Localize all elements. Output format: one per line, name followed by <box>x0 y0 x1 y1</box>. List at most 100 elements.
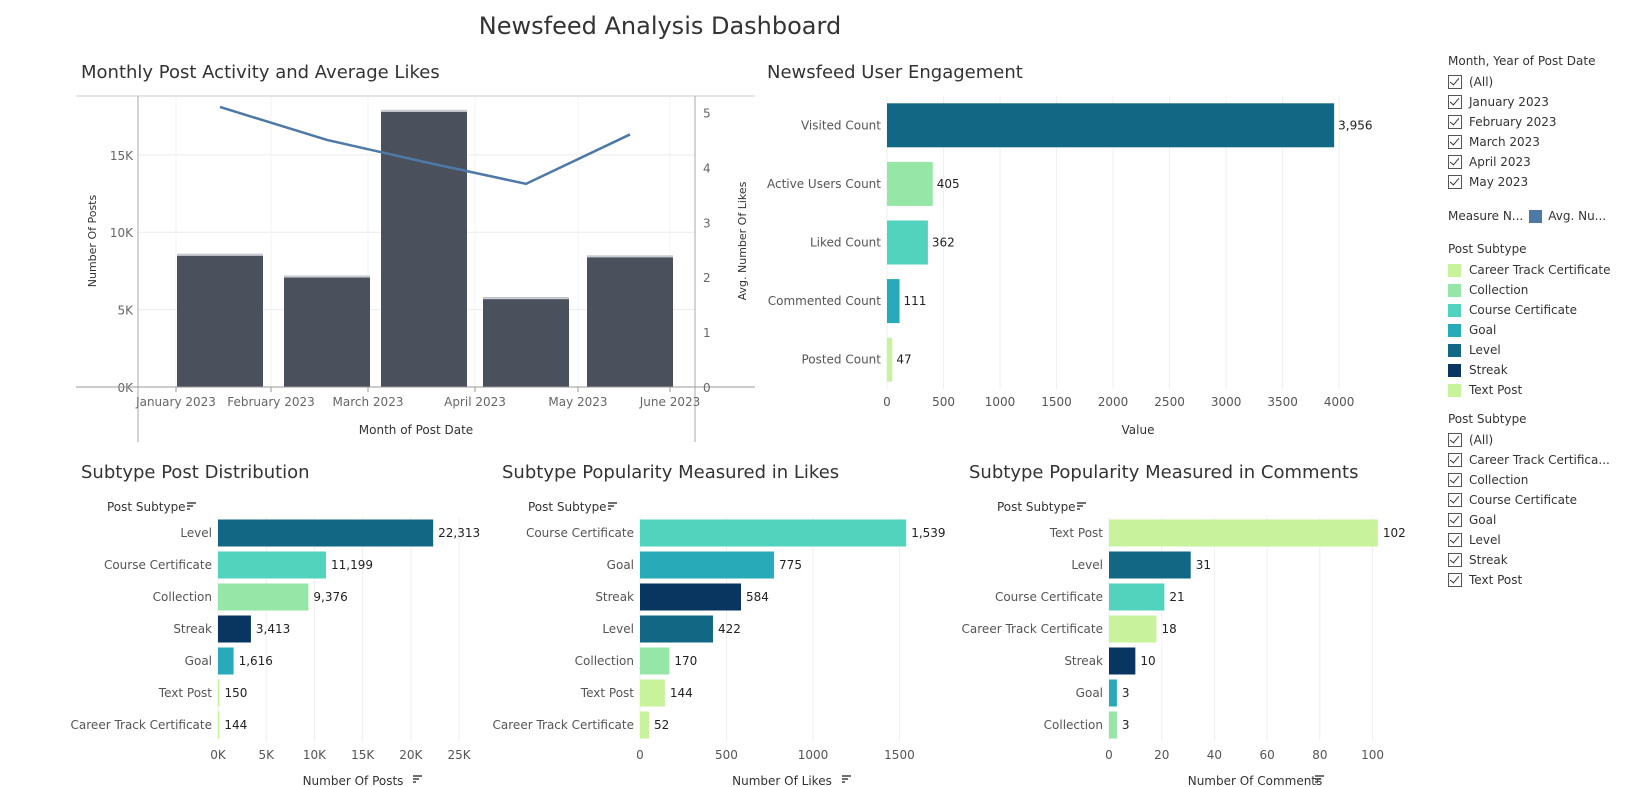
subtype-bar <box>1109 679 1117 707</box>
checkbox[interactable] <box>1448 553 1462 567</box>
monthly-x-tick: May 2023 <box>548 395 607 409</box>
subtype-x-axis-title: Number Of Likes <box>732 774 832 787</box>
monthly-y-tick: 0K <box>117 381 134 395</box>
month-filter-option-march-2023[interactable]: March 2023 <box>1448 132 1638 152</box>
measure-legend: Measure N... Avg. Nu... <box>1448 206 1638 226</box>
subtype-filter-option-text-post[interactable]: Text Post <box>1448 570 1638 590</box>
sidebar: Month, Year of Post Date (All) January 20… <box>1448 54 1638 600</box>
subtype-filter-option-label: Career Track Certifica... <box>1469 453 1610 467</box>
checkbox[interactable] <box>1448 533 1462 547</box>
measure-legend-item: Avg. Nu... <box>1548 209 1607 223</box>
subtype-x-tick: 5K <box>258 748 275 762</box>
legend-item-text-post: Text Post <box>1448 380 1638 400</box>
month-filter-option-february-2023[interactable]: February 2023 <box>1448 112 1638 132</box>
dashboard-title: Newsfeed Analysis Dashboard <box>478 12 842 40</box>
subtype-value-label: 584 <box>746 590 769 604</box>
legend-swatch <box>1448 303 1461 317</box>
checkbox[interactable] <box>1448 75 1462 89</box>
subtype-bar <box>640 583 742 611</box>
month-filter-option-january-2023[interactable]: January 2023 <box>1448 92 1638 112</box>
subtype-value-label: 3 <box>1122 718 1130 732</box>
subtype-category-label: Career Track Certificate <box>493 718 634 732</box>
engagement-value-label: 362 <box>932 236 955 250</box>
checkbox[interactable] <box>1448 115 1462 129</box>
checkbox[interactable] <box>1448 453 1462 467</box>
monthly-bar <box>381 109 467 388</box>
subtype-filter-option-course-certificate[interactable]: Course Certificate <box>1448 490 1638 510</box>
checkbox[interactable] <box>1448 135 1462 149</box>
month-filter-option-may-2023[interactable]: May 2023 <box>1448 172 1638 192</box>
monthly-x-tick: April 2023 <box>444 395 506 409</box>
subtype-category-label: Level <box>180 526 212 540</box>
monthly-y-tick: 10K <box>110 226 134 240</box>
subtype-bar <box>218 679 220 707</box>
subtype-filter-option-level[interactable]: Level <box>1448 530 1638 550</box>
measure-swatch <box>1529 209 1543 223</box>
engagement-value-label: 47 <box>896 353 911 367</box>
subtype-bar <box>218 647 234 675</box>
engagement-value-label: 3,956 <box>1338 118 1372 132</box>
checkbox[interactable] <box>1448 155 1462 169</box>
subtype-category-label: Level <box>602 622 634 636</box>
subtype-value-label: 9,376 <box>313 590 347 604</box>
monthly-y2-tick: 4 <box>703 161 711 175</box>
subtype-value-label: 22,313 <box>438 526 480 540</box>
subtype-filter-option-collection[interactable]: Collection <box>1448 470 1638 490</box>
checkbox[interactable] <box>1448 175 1462 189</box>
subtype-x-tick: 20K <box>399 748 423 762</box>
legend-item-label: Level <box>1469 343 1501 357</box>
subtype-bar <box>640 551 775 579</box>
legend-swatch <box>1448 283 1461 297</box>
subtype-bar <box>1109 551 1191 579</box>
subtype-value-label: 18 <box>1161 622 1176 636</box>
subtype-filter-option-all[interactable]: (All) <box>1448 430 1638 450</box>
checkbox[interactable] <box>1448 473 1462 487</box>
subtype-x-tick: 15K <box>351 748 375 762</box>
subtype-category-label: Text Post <box>1049 526 1103 540</box>
engagement-category-label: Liked Count <box>810 236 881 250</box>
subtype-filter-option-goal[interactable]: Goal <box>1448 510 1638 530</box>
legend-swatch <box>1448 363 1461 377</box>
engagement-x-tick: 1000 <box>985 395 1016 409</box>
subtype-filter-option-streak[interactable]: Streak <box>1448 550 1638 570</box>
subtype-category-label: Collection <box>575 654 634 668</box>
engagement-x-axis-title: Value <box>1122 423 1155 437</box>
monthly-x-tick: March 2023 <box>333 395 404 409</box>
legend-item-level: Level <box>1448 340 1638 360</box>
engagement-bar <box>887 220 928 265</box>
month-filter-option-label: February 2023 <box>1469 115 1557 129</box>
subtype-value-label: 3 <box>1122 686 1130 700</box>
checkbox[interactable] <box>1448 493 1462 507</box>
subtype-x-tick: 0 <box>1105 748 1113 762</box>
checkbox[interactable] <box>1448 513 1462 527</box>
month-filter-option-all[interactable]: (All) <box>1448 72 1638 92</box>
subtype-bar <box>218 519 434 547</box>
subtype-value-label: 775 <box>779 558 802 572</box>
monthly-y-axis-title: Number Of Posts <box>86 195 99 288</box>
subtype-category-label: Streak <box>595 590 634 604</box>
subtype-filter-option-career-track-certifica[interactable]: Career Track Certifica... <box>1448 450 1638 470</box>
subtype-legend-title: Post Subtype <box>1448 242 1527 256</box>
subtype-x-tick: 60 <box>1259 748 1274 762</box>
engagement-x-tick: 1500 <box>1041 395 1072 409</box>
subtype-x-tick: 40 <box>1207 748 1222 762</box>
checkbox[interactable] <box>1448 95 1462 109</box>
subtype-x-axis-title: Number Of Posts <box>303 774 404 787</box>
checkbox[interactable] <box>1448 433 1462 447</box>
monthly-x-tick: January 2023 <box>135 395 216 409</box>
month-filter-option-april-2023[interactable]: April 2023 <box>1448 152 1638 172</box>
engagement-chart-title: Newsfeed User Engagement <box>767 62 1023 83</box>
subtype-bar <box>1109 519 1378 547</box>
month-filter-option-label: (All) <box>1469 75 1494 89</box>
subtype-bar <box>1109 647 1136 675</box>
subtype-value-label: 150 <box>224 686 247 700</box>
monthly-y2-tick: 2 <box>703 271 711 285</box>
checkbox[interactable] <box>1448 573 1462 587</box>
subtype-x-axis-title: Number Of Comments <box>1188 774 1323 787</box>
subtype-bar <box>1109 615 1157 643</box>
subtype-x-tick: 1500 <box>884 748 915 762</box>
subtype-category-label: Career Track Certificate <box>71 718 212 732</box>
engagement-bar <box>887 337 893 382</box>
subtype-category-label: Course Certificate <box>104 558 212 572</box>
distribution-chart-title: Subtype Post Distribution <box>81 462 310 483</box>
